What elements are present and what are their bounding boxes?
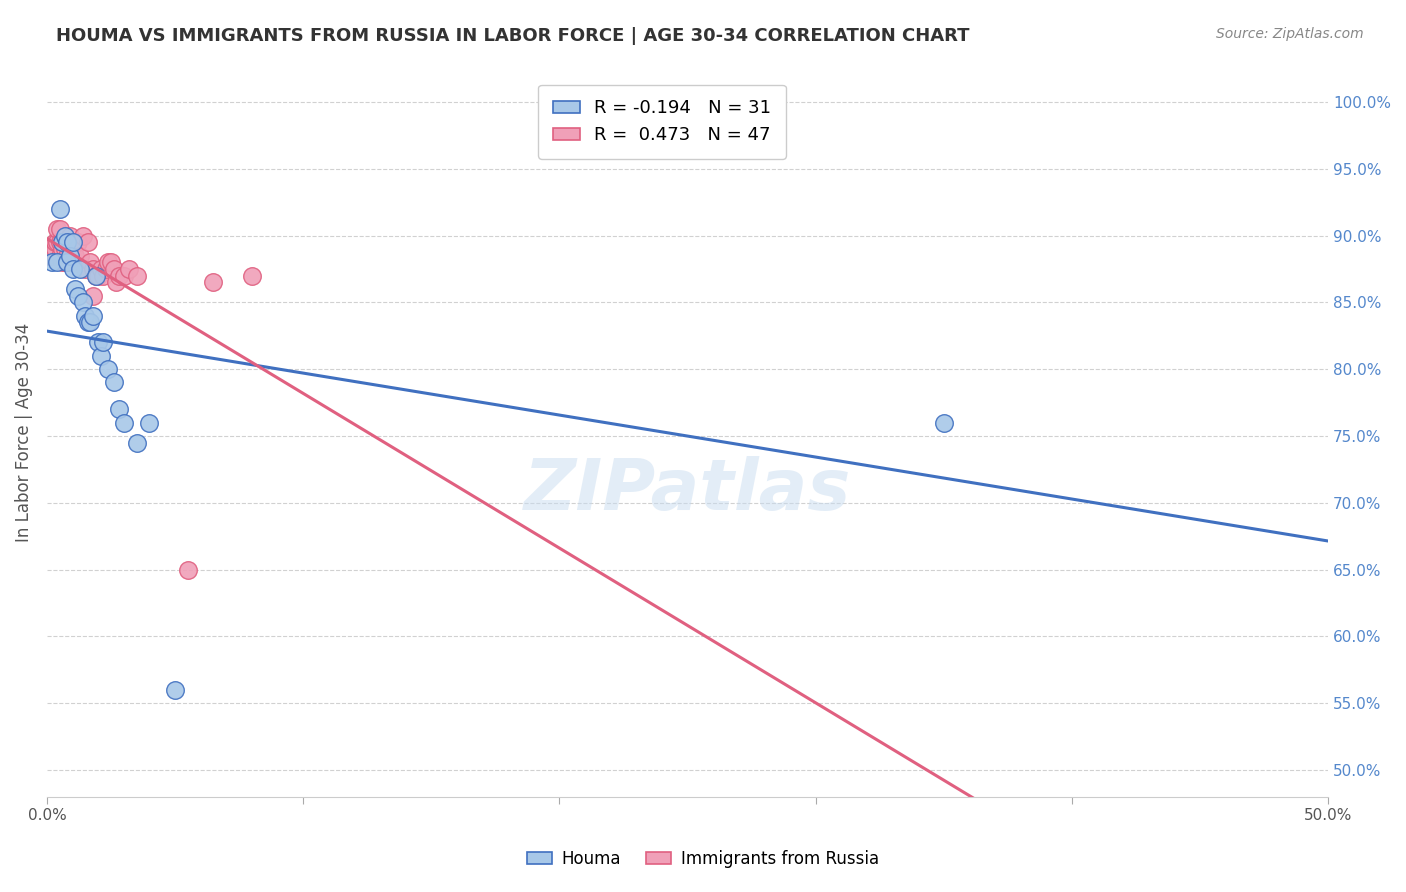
Point [75, 261, 97, 276]
Point [202, 275, 225, 289]
Point [103, 376, 125, 390]
Point [138, 416, 160, 430]
Text: Source: ZipAtlas.com: Source: ZipAtlas.com [1216, 27, 1364, 41]
Point [46, 222, 69, 236]
Point [82, 309, 104, 323]
Point [56, 249, 79, 263]
Point [53, 255, 76, 269]
Point [94, 261, 117, 276]
Point [38, 242, 60, 256]
Point [63, 282, 86, 296]
Point [51, 235, 73, 250]
Point [62, 261, 84, 276]
Point [87, 268, 110, 283]
Point [82, 261, 104, 276]
Point [100, 255, 122, 269]
Point [107, 268, 129, 283]
Point [72, 228, 94, 243]
Point [56, 255, 79, 269]
Point [107, 402, 129, 417]
Point [72, 295, 94, 310]
Point [44, 235, 66, 250]
Point [84, 268, 107, 283]
Point [91, 335, 114, 350]
Point [62, 235, 84, 250]
Point [90, 261, 112, 276]
Point [82, 288, 104, 302]
Point [79, 255, 101, 269]
Point [62, 235, 84, 250]
Text: ZIPatlas: ZIPatlas [524, 457, 851, 525]
Point [56, 235, 79, 250]
Point [59, 242, 82, 256]
Point [41, 249, 63, 263]
Point [53, 242, 76, 256]
Point [51, 235, 73, 250]
Point [38, 249, 60, 263]
Point [46, 235, 69, 250]
Point [41, 255, 63, 269]
Point [66, 288, 89, 302]
Point [51, 242, 73, 256]
Point [177, 563, 200, 577]
Point [91, 268, 114, 283]
Point [79, 315, 101, 329]
Point [90, 349, 112, 363]
Point [97, 362, 120, 376]
Point [44, 242, 66, 256]
Point [62, 249, 84, 263]
Point [105, 275, 128, 289]
Point [62, 255, 84, 269]
Point [125, 268, 148, 283]
Point [103, 261, 125, 276]
Point [66, 235, 89, 250]
Point [112, 268, 135, 283]
Y-axis label: In Labor Force | Age 30-34: In Labor Force | Age 30-34 [15, 323, 32, 542]
Point [59, 228, 82, 243]
Point [77, 315, 100, 329]
Point [51, 255, 73, 269]
Point [77, 235, 100, 250]
Point [163, 682, 186, 697]
Point [69, 261, 91, 276]
Point [69, 249, 91, 263]
Point [87, 335, 110, 350]
Point [112, 416, 135, 430]
Point [48, 222, 70, 236]
Legend: Houma, Immigrants from Russia: Houma, Immigrants from Russia [520, 844, 886, 875]
Point [125, 435, 148, 450]
Point [118, 261, 141, 276]
Text: HOUMA VS IMMIGRANTS FROM RUSSIA IN LABOR FORCE | AGE 30-34 CORRELATION CHART: HOUMA VS IMMIGRANTS FROM RUSSIA IN LABOR… [56, 27, 970, 45]
Point [48, 235, 70, 250]
Point [59, 249, 82, 263]
Point [932, 416, 955, 430]
Point [97, 255, 120, 269]
Point [240, 268, 263, 283]
Point [53, 228, 76, 243]
Point [46, 255, 69, 269]
Point [48, 202, 70, 216]
Point [84, 268, 107, 283]
Point [75, 309, 97, 323]
Point [56, 235, 79, 250]
Legend: R = -0.194   N = 31, R =  0.473   N = 47: R = -0.194 N = 31, R = 0.473 N = 47 [538, 85, 786, 159]
Point [63, 249, 86, 263]
Point [48, 249, 70, 263]
Point [38, 823, 60, 838]
